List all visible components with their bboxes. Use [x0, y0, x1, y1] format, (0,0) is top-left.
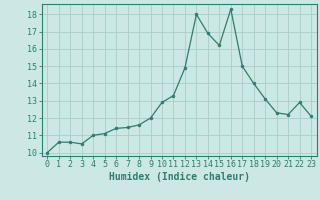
X-axis label: Humidex (Indice chaleur): Humidex (Indice chaleur): [109, 172, 250, 182]
